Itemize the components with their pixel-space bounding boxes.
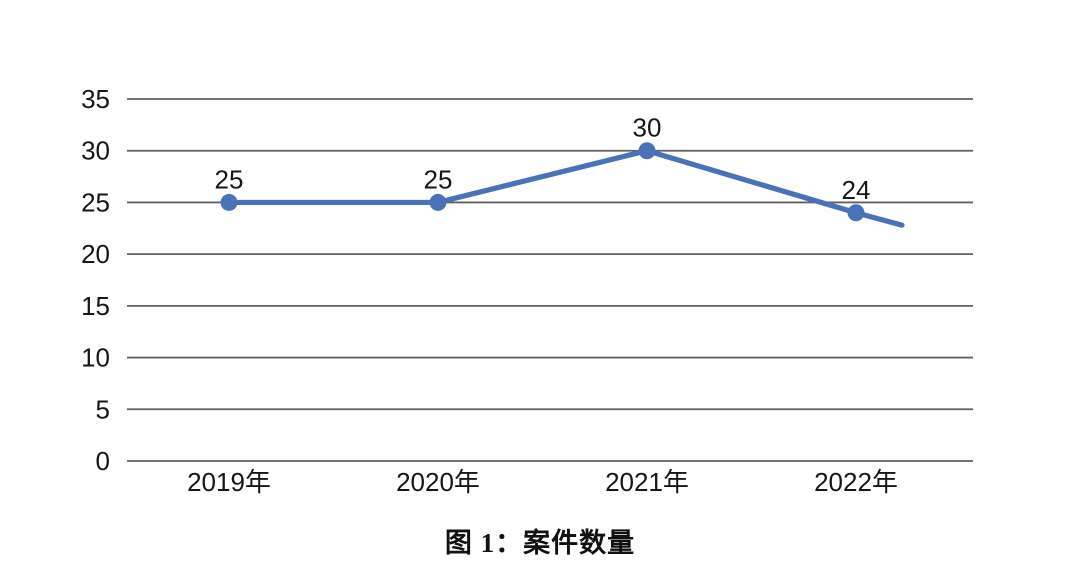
data-point-label: 25 (424, 164, 453, 194)
x-axis-tick-label: 2020年 (396, 467, 480, 497)
x-axis-tick-label: 2021年 (605, 467, 689, 497)
y-axis-tick-label: 25 (81, 187, 110, 217)
y-axis-tick-label: 35 (81, 84, 110, 114)
y-axis-tick-label: 30 (81, 136, 110, 166)
data-point-marker (847, 204, 865, 222)
data-point-label: 30 (633, 113, 662, 143)
data-point-label: 24 (842, 175, 871, 205)
y-axis-tick-label: 20 (81, 239, 110, 269)
y-axis-tick-label: 10 (81, 343, 110, 373)
x-axis-tick-label: 2019年 (187, 467, 271, 497)
data-point-marker (220, 193, 238, 211)
data-point-marker (638, 142, 656, 160)
figure-caption: 图 1：案件数量 (444, 528, 636, 558)
data-point-marker (429, 193, 447, 211)
y-axis-tick-label: 5 (96, 394, 110, 424)
y-axis-tick-label: 0 (96, 446, 110, 476)
series-line (226, 148, 905, 228)
x-axis-tick-label: 2022年 (814, 467, 898, 497)
y-axis-tick-label: 15 (81, 291, 110, 321)
data-point-label: 25 (215, 164, 244, 194)
